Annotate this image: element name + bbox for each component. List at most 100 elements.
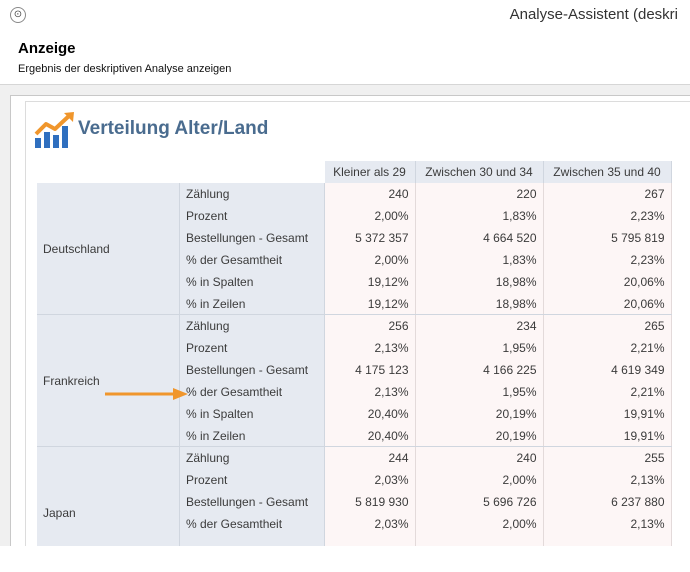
- table-cell: 4 175 123: [324, 358, 416, 381]
- table-cell: 20,06%: [543, 270, 672, 293]
- window-title: Analyse-Assistent (deskri: [509, 6, 678, 23]
- table-row: Japan Zählung 244 240 255: [37, 446, 672, 562]
- table-row: Deutschland Zählung 240 220 267: [37, 182, 672, 315]
- table-row: % der Gesamtheit 2,00% 1,83% 2,23%: [37, 248, 672, 271]
- table-cell: 2,00%: [415, 512, 544, 535]
- metric-label: % der Gesamtheit: [179, 380, 325, 403]
- table-cell: 2,03%: [324, 512, 416, 535]
- table-cell: 20,40%: [324, 424, 416, 447]
- table-cell: 2,13%: [324, 380, 416, 403]
- table-row: % in Zeilen 20,40% 20,19% 19,91%: [37, 424, 672, 447]
- table-cell: 20,06%: [543, 292, 672, 315]
- metric-label: Zählung: [179, 446, 325, 469]
- table-cell: 255: [543, 446, 672, 469]
- table-cell: 4 664 520: [415, 226, 544, 249]
- content-area: Verteilung Alter/Land Kleiner als 29 Zwi…: [0, 84, 690, 562]
- table-row: Bestellungen - Gesamt 4 175 123 4 166 22…: [37, 358, 672, 381]
- metric-label: Prozent: [179, 204, 325, 227]
- table-row: Prozent 2,13% 1,95% 2,21%: [37, 336, 672, 359]
- table-row: % der Gesamtheit 2,13% 1,95% 2,21%: [37, 380, 672, 403]
- window-titlebar: ⊙ Analyse-Assistent (deskri: [0, 0, 690, 33]
- table-cell: 5 696 726: [415, 490, 544, 513]
- metric-label: Bestellungen - Gesamt: [179, 358, 325, 381]
- report-view[interactable]: Verteilung Alter/Land Kleiner als 29 Zwi…: [25, 101, 690, 562]
- metric-label: % in Zeilen: [179, 424, 325, 447]
- table-cell: 20,40%: [324, 402, 416, 425]
- window-bottom: [0, 546, 690, 572]
- metric-label: % der Gesamtheit: [179, 512, 325, 535]
- table-cell: 240: [324, 182, 416, 205]
- table-row: Bestellungen - Gesamt 5 372 357 4 664 52…: [37, 226, 672, 249]
- table-cell: 1,95%: [415, 380, 544, 403]
- table-cell: 2,13%: [543, 468, 672, 491]
- country-label: Deutschland: [37, 182, 180, 315]
- table-cell: 2,13%: [324, 336, 416, 359]
- report-title: Verteilung Alter/Land: [78, 118, 269, 139]
- table-cell: 2,23%: [543, 204, 672, 227]
- table-cell: 240: [415, 446, 544, 469]
- table-row: Prozent 2,03% 2,00% 2,13%: [37, 468, 672, 491]
- country-label: Frankreich: [37, 314, 180, 447]
- result-table: Kleiner als 29 Zwischen 30 und 34 Zwisch…: [37, 161, 672, 562]
- metric-label: Bestellungen - Gesamt: [179, 490, 325, 513]
- table-cell: 2,00%: [415, 468, 544, 491]
- table-cell: 234: [415, 314, 544, 337]
- table-cell: 2,13%: [543, 512, 672, 535]
- table-cell: 5 372 357: [324, 226, 416, 249]
- table-cell: 2,00%: [324, 248, 416, 271]
- table-cell: 2,03%: [324, 468, 416, 491]
- table-cell: 5 795 819: [543, 226, 672, 249]
- table-cell: 265: [543, 314, 672, 337]
- table-cell: 244: [324, 446, 416, 469]
- table-header-row: Kleiner als 29 Zwischen 30 und 34 Zwisch…: [37, 161, 672, 183]
- table-cell: 4 619 349: [543, 358, 672, 381]
- table-corner: [37, 161, 180, 183]
- metric-label: Prozent: [179, 468, 325, 491]
- table-cell: 4 166 225: [415, 358, 544, 381]
- table-cell: 19,12%: [324, 292, 416, 315]
- table-row: % der Gesamtheit 2,03% 2,00% 2,13%: [37, 512, 672, 535]
- table-cell: 19,91%: [543, 402, 672, 425]
- table-cell: 1,95%: [415, 336, 544, 359]
- metric-label: Zählung: [179, 182, 325, 205]
- table-cell: 1,83%: [415, 204, 544, 227]
- page-subtitle: Ergebnis der deskriptiven Analyse anzeig…: [18, 63, 232, 75]
- column-header: Kleiner als 29: [324, 161, 416, 183]
- table-cell: 18,98%: [415, 270, 544, 293]
- app-icon[interactable]: ⊙: [10, 7, 26, 23]
- table-row: % in Spalten 20,40% 20,19% 19,91%: [37, 402, 672, 425]
- table-cell: 2,23%: [543, 248, 672, 271]
- page-title: Anzeige: [18, 40, 76, 57]
- bar-chart-trend-icon: [34, 112, 74, 148]
- result-panel: Verteilung Alter/Land Kleiner als 29 Zwi…: [10, 95, 690, 562]
- table-row: % in Spalten 19,12% 18,98% 20,06%: [37, 270, 672, 293]
- table-cell: 2,21%: [543, 336, 672, 359]
- table-cell: 2,00%: [324, 204, 416, 227]
- metric-label: Zählung: [179, 314, 325, 337]
- table-cell: 20,19%: [415, 402, 544, 425]
- column-header: Zwischen 30 und 34: [415, 161, 544, 183]
- table-row: % in Zeilen 19,12% 18,98% 20,06%: [37, 292, 672, 315]
- annotation-arrow-icon: [105, 388, 188, 400]
- metric-label: Prozent: [179, 336, 325, 359]
- wizard-header: Anzeige Ergebnis der deskriptiven Analys…: [0, 32, 690, 84]
- country-label: Japan: [37, 446, 180, 562]
- table-cell: 1,83%: [415, 248, 544, 271]
- metric-label: % in Spalten: [179, 270, 325, 293]
- metric-label: % in Spalten: [179, 402, 325, 425]
- table-corner: [179, 161, 325, 183]
- metric-label: % der Gesamtheit: [179, 248, 325, 271]
- metric-label: Bestellungen - Gesamt: [179, 226, 325, 249]
- column-header: Zwischen 35 und 40: [543, 161, 672, 183]
- table-cell: 20,19%: [415, 424, 544, 447]
- table-cell: 267: [543, 182, 672, 205]
- table-row: Frankreich Zählung 256 234 265: [37, 314, 672, 447]
- table-cell: 19,12%: [324, 270, 416, 293]
- table-cell: 18,98%: [415, 292, 544, 315]
- table-row: Bestellungen - Gesamt 5 819 930 5 696 72…: [37, 490, 672, 513]
- table-cell: 2,21%: [543, 380, 672, 403]
- metric-label: % in Zeilen: [179, 292, 325, 315]
- table-cell: 19,91%: [543, 424, 672, 447]
- table-cell: 5 819 930: [324, 490, 416, 513]
- table-row: Prozent 2,00% 1,83% 2,23%: [37, 204, 672, 227]
